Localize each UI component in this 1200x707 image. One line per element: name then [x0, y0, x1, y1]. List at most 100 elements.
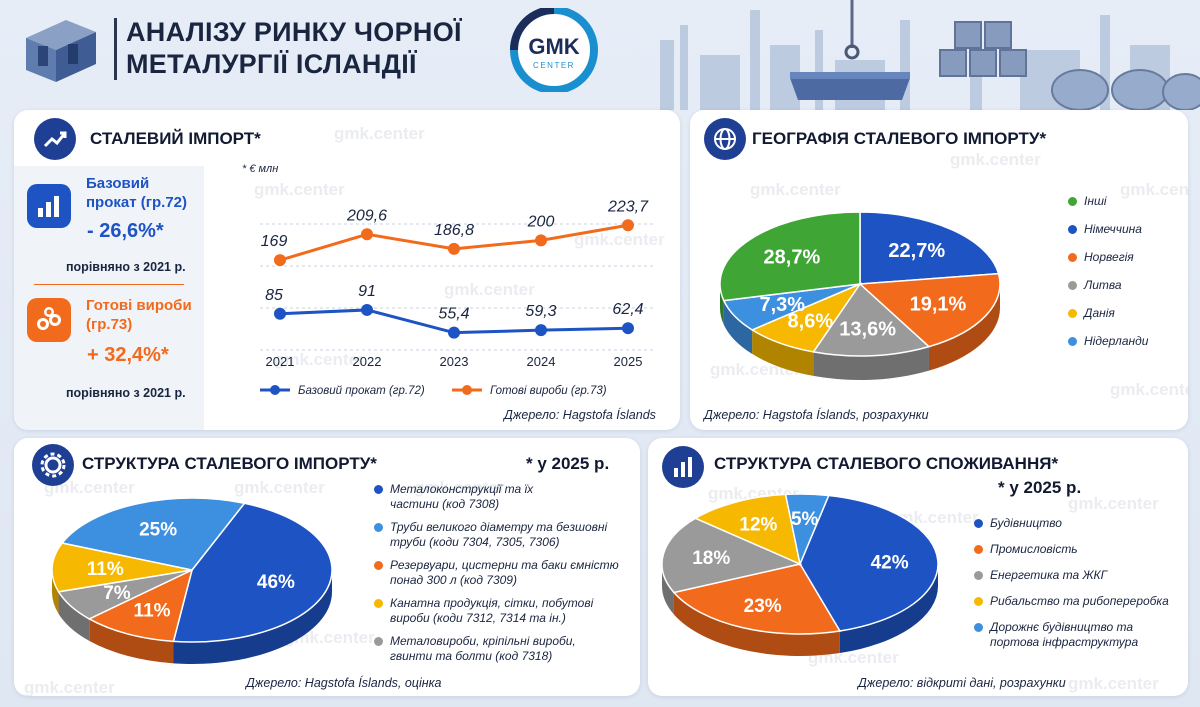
legend-label: Нідерланди — [1084, 334, 1149, 348]
legend-label: Інші — [1084, 194, 1107, 208]
card-title: ГЕОГРАФІЯ СТАЛЕВОГО ІМПОРТУ* — [752, 129, 1047, 148]
pie-slice-side — [58, 591, 90, 641]
slice-label: 46% — [257, 572, 295, 593]
legend-label: Металоконструкції та їх частини (код 7308… — [390, 482, 534, 511]
legend-swatch — [462, 385, 472, 395]
watermark: gmk.center — [1068, 674, 1159, 693]
pie-slice — [693, 494, 802, 566]
title-divider — [114, 18, 117, 80]
x-tick-label: 2024 — [527, 354, 556, 369]
logo-text: GMK — [528, 34, 579, 59]
data-point — [622, 219, 634, 232]
data-point — [274, 307, 286, 320]
legend-dot — [374, 599, 383, 608]
legend-dot — [974, 545, 983, 554]
legend-label: Резервуари, цистерни та баки ємністю пона… — [390, 558, 619, 587]
watermark: gmk.center — [334, 124, 425, 143]
legend-swatch — [270, 385, 280, 395]
watermark: gmk.center — [1120, 180, 1188, 199]
pie-slice — [858, 272, 1001, 348]
card-title: СТАЛЕВИЙ ІМПОРТ* — [90, 129, 261, 148]
pie-slice-side — [839, 564, 938, 654]
legend-dot — [1068, 309, 1077, 318]
bar-chart-icon — [662, 446, 704, 488]
pie-slice — [672, 563, 842, 635]
data-label: 62,4 — [612, 301, 643, 318]
pie-slice-side — [173, 570, 332, 664]
legend-dot — [974, 519, 983, 528]
kpi-panel: Базовий прокат (гр.72) - 26,6%* порівнян… — [14, 166, 204, 430]
gear-icon — [32, 444, 74, 486]
data-point — [622, 322, 634, 335]
bar-chart-icon — [27, 184, 71, 228]
pie-slice — [799, 494, 939, 632]
slice-label: 42% — [871, 553, 909, 574]
slice-label: 11% — [87, 559, 124, 580]
pie-slice-side — [52, 570, 59, 614]
legend-dot — [974, 597, 983, 606]
source-note: Джерело: відкриті дані, розрахунки — [858, 676, 1066, 690]
legend-label: Базовий прокат (гр.72) — [298, 385, 425, 397]
data-label: 85 — [265, 287, 283, 304]
slice-label: 19,1% — [910, 294, 967, 316]
pie-slice — [784, 494, 830, 567]
slice-label: 25% — [139, 520, 177, 541]
legend-label: Німеччина — [1084, 222, 1142, 236]
data-point — [535, 234, 547, 247]
slice-label: 7,3% — [759, 294, 805, 316]
legend-label: Канатна продукція, сітки, побутові вироби… — [390, 596, 594, 625]
import-line-chart: * € млн 2021 2022 2023 2024 2025 85 91 55,4 59,3 6… — [242, 163, 654, 397]
legend-dot — [974, 623, 983, 632]
data-label: 209,6 — [346, 207, 387, 224]
legend-dot — [374, 561, 383, 570]
kpi-divider — [34, 284, 184, 285]
pie-slice-side — [928, 284, 1000, 371]
legend-label: Труби великого діаметру та безшовні труби… — [390, 520, 608, 549]
legend-dot — [1068, 253, 1077, 262]
legend-label: Данія — [1084, 306, 1115, 320]
watermark: gmk.center — [1068, 494, 1159, 513]
legend-label: Готові вироби (гр.73) — [490, 385, 607, 397]
globe-icon — [704, 118, 746, 160]
pie-slice — [51, 542, 193, 593]
data-point — [448, 242, 460, 255]
consumption-structure-card: gmk.center gmk.center gmk.center gmk.cen… — [648, 438, 1188, 696]
logo-subtext: CENTER — [533, 61, 575, 70]
year-note: * у 2025 р. — [526, 454, 610, 473]
legend-label: Дорожнє будівництво та портова інфраструк… — [990, 620, 1139, 649]
data-label: 91 — [358, 283, 376, 300]
import-structure-card: gmk.center gmk.center gmk.center gmk.cen… — [14, 438, 640, 696]
legend-dot — [374, 485, 383, 494]
slice-label: 5% — [791, 509, 819, 530]
watermark: gmk.center — [234, 478, 325, 497]
card-title: СТРУКТУРА СТАЛЕВОГО СПОЖИВАННЯ* — [714, 454, 1059, 473]
kpi1-label: Базовий прокат (гр.72) — [86, 175, 188, 211]
legend-label: Литва — [1084, 278, 1122, 292]
gmk-center-logo[interactable]: GMK CENTER — [506, 6, 602, 94]
x-tick-label: 2022 — [353, 354, 382, 369]
legend-dot — [1068, 281, 1077, 290]
slice-label: 23% — [744, 596, 782, 617]
x-tick-label: 2021 — [266, 354, 295, 369]
pie-slice — [812, 282, 931, 357]
data-point — [361, 228, 373, 241]
kpi2-note: порівняно з 2021 р. — [66, 386, 186, 400]
kpi2-label: Готові вироби (гр.73) — [86, 297, 192, 333]
legend-dot — [1068, 225, 1077, 234]
legend-label: Промисловість — [990, 542, 1078, 556]
slice-label: 11% — [134, 600, 171, 621]
header: АНАЛІЗУ РИНКУ ЧОРНОЇ МЕТАЛУРГІЇ ІСЛАНДІЇ… — [0, 0, 1200, 110]
pie-slice — [87, 568, 194, 643]
steel-beam-icon — [26, 20, 96, 82]
data-point — [448, 326, 460, 339]
x-tick-label: 2023 — [440, 354, 469, 369]
data-point — [535, 324, 547, 337]
legend-label: Енергетика та ЖКГ — [990, 568, 1108, 582]
slice-label: 22,7% — [888, 240, 945, 262]
data-label: 169 — [261, 233, 288, 250]
data-label: 55,4 — [438, 306, 469, 323]
import-geography-card: gmk.center gmk.center gmk.center gmk.cen… — [690, 110, 1188, 430]
industrial-skyline-illustration — [660, 0, 1200, 110]
pie-slice — [719, 211, 861, 302]
data-label: 200 — [527, 213, 555, 230]
